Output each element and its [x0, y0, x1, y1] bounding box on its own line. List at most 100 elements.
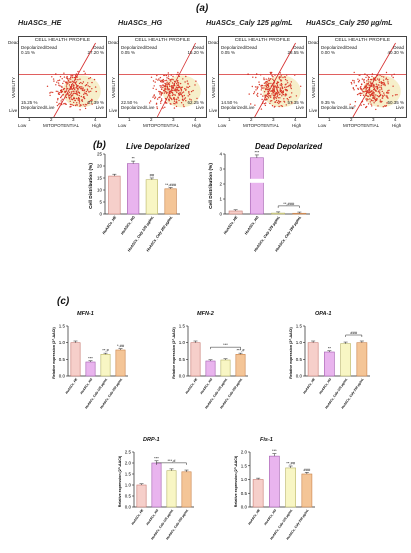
event-dot [53, 80, 55, 82]
event-dot [366, 86, 369, 89]
event-dot [161, 99, 163, 102]
event-dot [176, 86, 178, 88]
event-dot [67, 80, 69, 82]
y-tick-label: 5 [99, 200, 102, 205]
event-dot [46, 85, 49, 87]
event-dot [61, 85, 63, 88]
event-dot [248, 93, 250, 95]
event-dot [180, 86, 182, 89]
event-dot [71, 103, 73, 106]
quadrant-label: Dead 27.20 % [87, 45, 104, 55]
event-dot [167, 82, 170, 84]
event-dot [360, 104, 362, 106]
significance-label: *** [154, 455, 159, 460]
event-dot [82, 87, 84, 89]
quadrant-name: Depolarized/Live [221, 105, 255, 111]
event-dot [386, 102, 388, 104]
quadrant-percent: 50.35 % [387, 100, 404, 105]
event-dot [173, 102, 175, 105]
event-dot [178, 99, 180, 102]
bar [340, 343, 351, 377]
event-dot [83, 95, 85, 98]
event-dot [280, 80, 282, 82]
event-dot [365, 105, 368, 108]
quadrant-name: Depolarized/Dead [321, 45, 358, 50]
event-dot [361, 78, 364, 80]
quadrant-label: 9.35 % Depolarized/Live [321, 100, 355, 110]
event-dot [167, 87, 169, 90]
error-bar [154, 460, 159, 463]
event-dot [80, 88, 82, 90]
event-dot [71, 98, 74, 101]
event-dot [159, 96, 161, 98]
event-dot [290, 81, 292, 83]
event-dot [75, 81, 78, 83]
event-dot [275, 97, 277, 99]
event-dot [78, 82, 81, 85]
event-dot [268, 79, 271, 82]
event-dot [383, 76, 385, 78]
event-dot [371, 105, 373, 107]
quadrant-percent: 14.50 % [221, 100, 238, 105]
event-dot [373, 88, 375, 91]
event-dot [78, 92, 81, 94]
error-bar [233, 209, 238, 211]
category-label: HuASCs_HG [199, 377, 213, 395]
flow-x-tick: 1 [328, 117, 331, 122]
event-dot [78, 87, 80, 89]
event-dot [56, 81, 58, 83]
event-dot [273, 88, 275, 90]
event-dot [168, 77, 170, 80]
event-dot [85, 93, 88, 95]
event-dot [153, 94, 155, 96]
bar [235, 354, 246, 377]
bar [220, 359, 231, 377]
category-label: HuASCs_HE [64, 377, 78, 395]
event-dot [172, 92, 174, 94]
y-tick-label: 2.0 [241, 450, 248, 455]
event-dot [372, 92, 374, 94]
y-tick-label: 1.0 [59, 340, 66, 345]
y-tick-label: 1.5 [179, 324, 186, 329]
event-dot [381, 82, 384, 84]
event-dot [70, 81, 72, 83]
event-dot [63, 88, 65, 90]
event-dot [391, 75, 393, 77]
error-bar [103, 352, 108, 355]
flow-x-tick: 2 [250, 117, 253, 122]
y-tick-label: 0 [219, 212, 222, 217]
flow-scatter [119, 42, 206, 118]
event-dot [152, 80, 155, 82]
event-dot [353, 89, 355, 91]
bar [164, 188, 177, 215]
event-dot [353, 71, 355, 74]
error-bar [184, 469, 189, 472]
flow-x-label: MITOPOTENTIAL [343, 123, 380, 128]
event-dot [182, 91, 185, 93]
flow-x-tick: 3 [72, 117, 75, 122]
event-dot [266, 84, 269, 86]
event-dot [75, 104, 77, 106]
event-dot [273, 79, 275, 82]
significance-label: *,## [117, 343, 125, 348]
event-dot [377, 105, 379, 107]
event-dot [70, 76, 72, 78]
event-dot [180, 94, 182, 96]
event-dot [66, 78, 69, 80]
event-dot [167, 75, 170, 77]
event-dot [363, 80, 365, 82]
event-dot [274, 93, 276, 95]
event-dot [57, 99, 59, 101]
event-dot [160, 86, 162, 89]
event-dot [369, 98, 371, 100]
event-dot [278, 78, 281, 80]
quadrant-name: Live [95, 105, 104, 111]
event-dot [58, 79, 61, 81]
event-dot [87, 85, 89, 87]
event-dot [177, 90, 179, 92]
event-dot [276, 95, 278, 98]
y-axis-label: Relative expression (2^-ΔΔCt) [234, 455, 238, 507]
quadrant-label: 57.39 % Live [87, 100, 104, 110]
event-dot [76, 92, 78, 95]
